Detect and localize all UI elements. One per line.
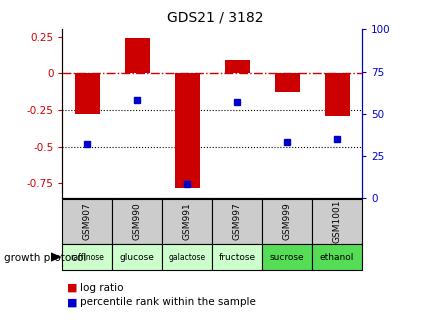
Text: GSM997: GSM997 xyxy=(232,203,241,240)
Text: log ratio: log ratio xyxy=(80,283,123,293)
Text: GSM991: GSM991 xyxy=(182,203,191,240)
Bar xyxy=(112,244,162,270)
Text: fructose: fructose xyxy=(218,252,255,262)
Text: percentile rank within the sample: percentile rank within the sample xyxy=(80,298,255,307)
Text: galactose: galactose xyxy=(169,252,206,262)
Bar xyxy=(324,73,349,116)
Text: GSM990: GSM990 xyxy=(132,203,141,240)
Text: GSM907: GSM907 xyxy=(83,203,92,240)
Text: ethanol: ethanol xyxy=(319,252,353,262)
Polygon shape xyxy=(51,252,61,262)
Text: GSM1001: GSM1001 xyxy=(332,200,341,243)
Bar xyxy=(175,73,200,188)
Text: growth protocol: growth protocol xyxy=(4,253,86,263)
Bar xyxy=(62,199,112,244)
Bar xyxy=(62,244,112,270)
Bar xyxy=(311,244,361,270)
Bar xyxy=(261,199,311,244)
Bar xyxy=(162,199,212,244)
Bar xyxy=(212,244,261,270)
Text: glucose: glucose xyxy=(120,252,154,262)
Bar xyxy=(311,199,361,244)
Bar xyxy=(212,199,261,244)
Bar xyxy=(274,73,299,93)
Text: ■: ■ xyxy=(67,298,77,307)
Bar xyxy=(224,60,249,73)
Bar xyxy=(125,38,150,73)
Text: sucrose: sucrose xyxy=(269,252,304,262)
Text: ■: ■ xyxy=(67,283,77,293)
Bar xyxy=(261,244,311,270)
Bar xyxy=(75,73,100,114)
Text: raffinose: raffinose xyxy=(71,252,104,262)
Bar xyxy=(162,244,212,270)
Bar xyxy=(112,199,162,244)
Text: GSM999: GSM999 xyxy=(282,203,291,240)
Text: GDS21 / 3182: GDS21 / 3182 xyxy=(167,11,263,25)
